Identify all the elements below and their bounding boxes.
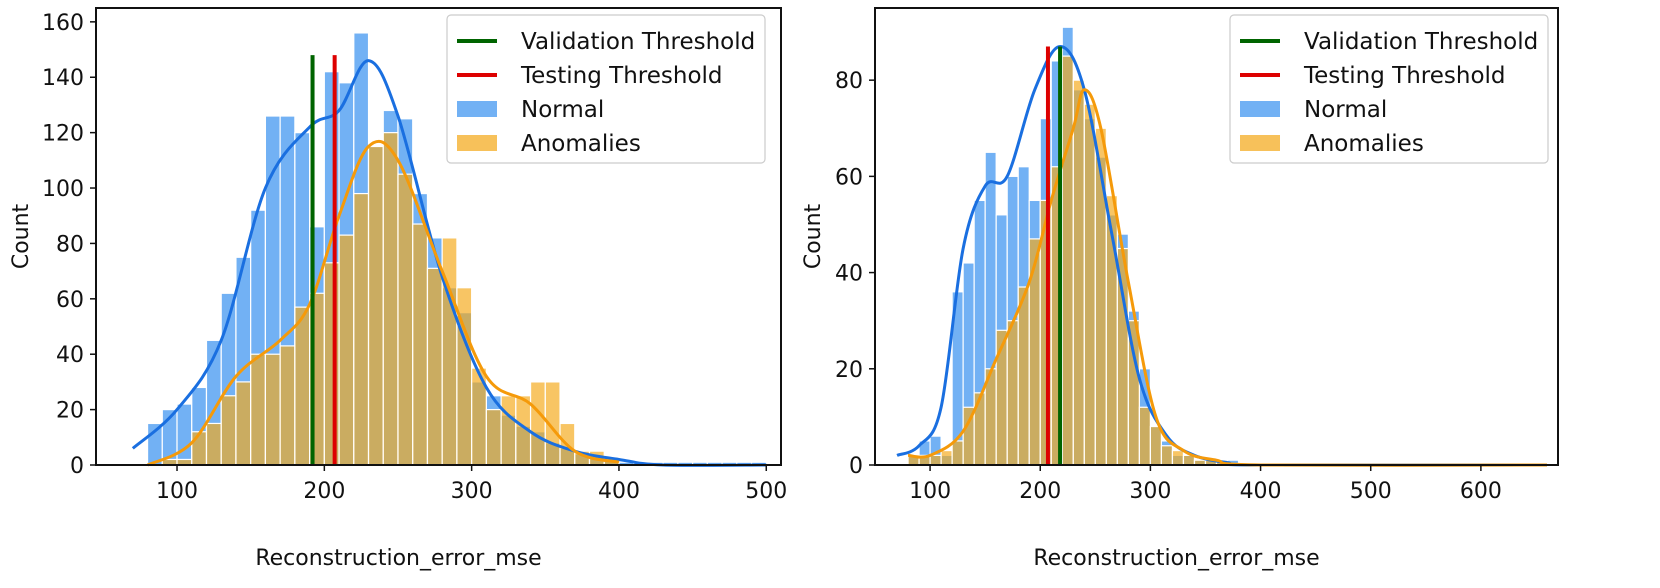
bar-anomalies <box>951 440 964 466</box>
left-histogram-panel: 100 200 300 400 500 0 20 40 60 80 100 120 140 160 Reco… <box>9 7 787 571</box>
bar-anomalies <box>382 132 399 466</box>
legend-label: Testing Threshold <box>520 63 723 89</box>
x-tick-label: 400 <box>1240 479 1282 504</box>
y-tick-label: 60 <box>835 165 863 190</box>
y-tick-label: 0 <box>849 454 863 479</box>
bar-anomalies <box>338 234 355 466</box>
kde-curve-normal <box>131 59 767 467</box>
y-tick-label: 80 <box>835 69 863 94</box>
x-tick-label: 400 <box>598 479 640 504</box>
legend: Validation Threshold Testing Threshold Nor… <box>1229 14 1549 164</box>
y-tick-label: 120 <box>42 122 84 147</box>
legend-label: Normal <box>521 97 604 123</box>
bar-anomalies <box>485 409 502 466</box>
bar-anomalies <box>500 395 517 466</box>
x-tick-label: 100 <box>156 479 198 504</box>
x-tick-label: 500 <box>745 479 787 504</box>
y-tick-label: 80 <box>56 232 84 257</box>
bar-anomalies <box>1061 55 1074 466</box>
bar-anomalies <box>1017 286 1030 466</box>
legend-label: Normal <box>1304 97 1387 123</box>
bar-anomalies <box>250 353 267 466</box>
legend-label: Testing Threshold <box>1303 63 1506 89</box>
bar-anomalies <box>1138 406 1152 466</box>
legend-label: Validation Threshold <box>521 29 755 55</box>
bar-anomalies <box>1072 79 1085 466</box>
y-axis-label: Count <box>801 203 826 269</box>
legend: Validation Threshold Testing Threshold Nor… <box>446 14 766 164</box>
legend-swatch <box>1240 135 1280 151</box>
x-tick-label: 500 <box>1350 479 1392 504</box>
x-tick-label: 300 <box>451 479 493 504</box>
bar-anomalies <box>191 431 208 466</box>
bar-normal <box>176 403 193 466</box>
y-tick-label: 40 <box>835 262 863 287</box>
bar-anomalies <box>235 381 252 466</box>
legend-label: Anomalies <box>521 131 641 157</box>
x-tick-label: 200 <box>303 479 345 504</box>
bar-anomalies <box>397 173 414 466</box>
y-tick-label: 140 <box>42 66 84 91</box>
bar-anomalies <box>412 223 429 466</box>
histogram-bars-anomalies <box>907 55 1229 466</box>
bar-anomalies <box>367 145 384 466</box>
legend-label: Validation Threshold <box>1304 29 1538 55</box>
bar-anomalies <box>220 395 237 466</box>
legend-swatch <box>457 135 497 151</box>
bar-anomalies <box>1083 103 1096 466</box>
y-tick-label: 40 <box>56 343 84 368</box>
y-tick-label: 20 <box>835 358 863 383</box>
x-tick-label: 600 <box>1460 479 1502 504</box>
bar-anomalies <box>294 306 311 466</box>
bar-anomalies <box>940 449 953 466</box>
bar-anomalies <box>1171 449 1185 466</box>
bar-anomalies <box>205 422 222 466</box>
kde-curve-anomalies <box>146 139 620 467</box>
y-axis-label: Count <box>9 203 34 269</box>
y-tick-label: 60 <box>56 288 84 313</box>
bar-anomalies <box>1149 425 1163 466</box>
y-tick-label: 0 <box>70 454 84 479</box>
legend-label: Anomalies <box>1304 131 1424 157</box>
legend-box <box>446 14 766 164</box>
x-tick-label: 200 <box>1019 479 1061 504</box>
legend-box <box>1229 14 1549 164</box>
bar-anomalies <box>323 262 340 466</box>
bar-anomalies <box>929 454 942 466</box>
kde-curve-anomalies <box>907 88 1547 467</box>
bar-anomalies <box>1006 320 1019 466</box>
bar-anomalies <box>441 237 458 466</box>
axes-frame <box>874 7 1559 466</box>
x-axis-label: Reconstruction_error_mse <box>1033 546 1319 571</box>
legend-swatch <box>457 101 497 117</box>
y-tick-label: 20 <box>56 399 84 424</box>
bar-anomalies <box>264 353 281 466</box>
bar-anomalies <box>279 345 296 466</box>
x-tick-label: 300 <box>1129 479 1171 504</box>
bar-anomalies <box>529 381 546 466</box>
legend-swatch <box>1240 101 1280 117</box>
bar-anomalies <box>353 192 370 466</box>
x-axis-label: Reconstruction_error_mse <box>255 546 541 571</box>
y-tick-label: 160 <box>42 11 84 36</box>
right-histogram-panel: 100 200 300 400 500 600 0 20 40 60 80 Reconstructio… <box>801 7 1559 571</box>
y-tick-label: 100 <box>42 177 84 202</box>
bar-anomalies <box>1160 445 1174 466</box>
x-tick-label: 100 <box>909 479 951 504</box>
axes-frame <box>95 7 782 466</box>
bar-anomalies <box>426 267 443 466</box>
